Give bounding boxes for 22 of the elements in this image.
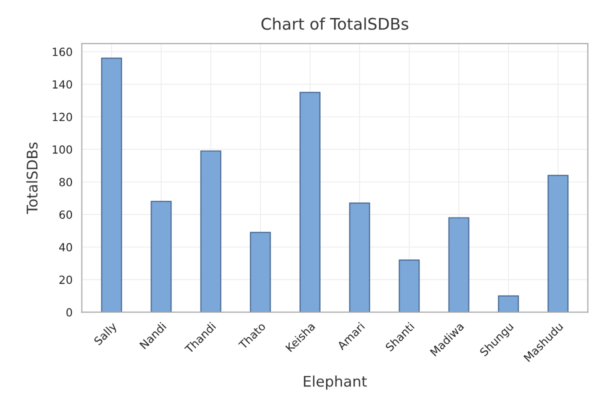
y-axis-title: TotalSDBs (26, 142, 38, 214)
y-tick-label: 160 (52, 48, 72, 56)
y-tick-label: 140 (52, 80, 72, 89)
y-tick-label: 60 (59, 210, 72, 219)
y-tick-label: 100 (52, 145, 72, 154)
bar (498, 295, 519, 312)
y-tick-label: 0 (66, 308, 72, 317)
y-tick-label: 80 (59, 178, 72, 186)
bar (349, 202, 370, 312)
y-tick-label: 40 (59, 243, 72, 252)
bar (548, 174, 569, 312)
bar (101, 58, 122, 312)
bar (150, 200, 172, 312)
bar (398, 260, 420, 312)
bar (200, 150, 222, 312)
bar (300, 92, 320, 312)
y-tick-label: 20 (59, 276, 72, 284)
y-tick-label: 120 (52, 112, 72, 122)
chart-title: Chart of TotalSDBs (261, 18, 408, 30)
x-axis-title: Elephant (304, 376, 367, 390)
bar (448, 217, 470, 312)
bar (250, 232, 271, 312)
